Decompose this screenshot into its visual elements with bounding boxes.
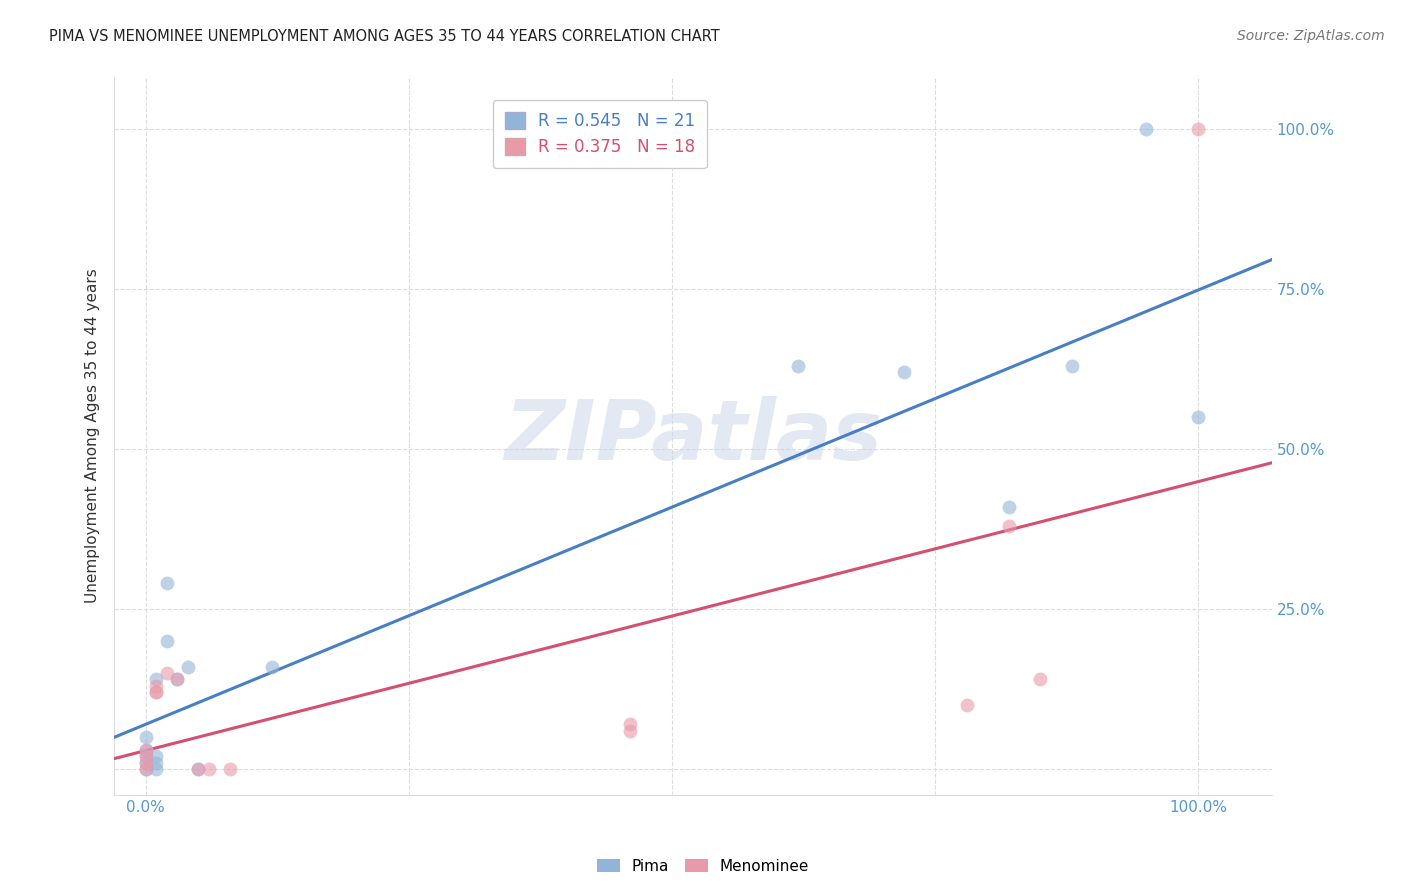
Point (145, 756, 167, 770)
Point (177, 659, 200, 673)
Point (619, 723, 641, 738)
Point (219, 762, 242, 776)
Point (135, 756, 157, 770)
Point (145, 685, 167, 699)
Point (145, 679, 167, 693)
Point (619, 717, 641, 731)
Text: PIMA VS MENOMINEE UNEMPLOYMENT AMONG AGES 35 TO 44 YEARS CORRELATION CHART: PIMA VS MENOMINEE UNEMPLOYMENT AMONG AGE… (49, 29, 720, 44)
Point (187, 762, 209, 776)
Point (135, 743, 157, 757)
Point (135, 762, 157, 776)
Point (260, 659, 283, 673)
Point (198, 762, 221, 776)
Point (1187, 121, 1209, 136)
Y-axis label: Unemployment Among Ages 35 to 44 years: Unemployment Among Ages 35 to 44 years (86, 268, 100, 604)
Point (166, 673, 188, 687)
Point (187, 762, 209, 776)
Point (997, 500, 1019, 514)
Text: ZIPatlas: ZIPatlas (505, 395, 882, 476)
Point (135, 749, 157, 764)
Point (787, 359, 810, 373)
Point (135, 743, 157, 757)
Point (156, 576, 179, 591)
Legend: Pima, Menominee: Pima, Menominee (591, 853, 815, 880)
Point (145, 685, 167, 699)
Point (135, 756, 157, 770)
Point (156, 634, 179, 648)
Point (997, 518, 1019, 533)
Point (166, 673, 188, 687)
Point (1187, 409, 1209, 424)
Point (956, 698, 979, 712)
Point (145, 762, 167, 776)
Legend: R = 0.545   N = 21, R = 0.375   N = 18: R = 0.545 N = 21, R = 0.375 N = 18 (494, 100, 707, 168)
Point (145, 749, 167, 764)
Point (156, 666, 179, 681)
Point (893, 365, 915, 379)
Point (1029, 673, 1052, 687)
Point (135, 730, 157, 744)
Point (145, 673, 167, 687)
Point (135, 762, 157, 776)
Point (1060, 359, 1083, 373)
Text: Source: ZipAtlas.com: Source: ZipAtlas.com (1237, 29, 1385, 43)
Point (1135, 121, 1157, 136)
Point (135, 749, 157, 764)
